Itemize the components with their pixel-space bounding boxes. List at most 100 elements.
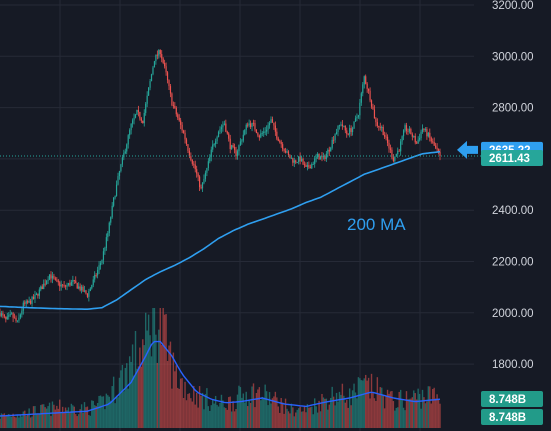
volume-bar [423, 397, 425, 428]
volume-bar [347, 407, 349, 428]
candle-body [9, 314, 11, 316]
volume-bar [104, 409, 106, 428]
volume-bar [60, 412, 62, 428]
candle-body [15, 317, 17, 321]
volume-bar [289, 413, 291, 428]
volume-bar [356, 398, 358, 428]
volume-badge-1-bg [481, 391, 543, 407]
volume-bar [236, 394, 239, 428]
volume-bar [261, 396, 263, 428]
volume-bar [433, 387, 435, 428]
volume-bar [139, 347, 141, 428]
volume-bar [41, 404, 43, 428]
candle-body [107, 233, 109, 238]
candle-body [92, 279, 94, 286]
volume-bar [89, 415, 92, 428]
volume-bar [43, 404, 45, 428]
volume-bar [263, 397, 265, 428]
volume-bar [432, 389, 434, 428]
candle-body [188, 150, 190, 157]
volume-bar [162, 308, 164, 428]
candle-body [213, 144, 215, 145]
candle-body [277, 138, 279, 141]
candle-body [219, 129, 221, 132]
volume-bar [88, 415, 90, 428]
volume-bar [182, 397, 185, 428]
candle-body [30, 300, 32, 304]
moving-average-line [0, 150, 441, 311]
volume-bar [316, 412, 319, 428]
candle-body [376, 122, 378, 126]
ma-annotation-label: 200 MA [347, 215, 406, 234]
volume-bar [246, 406, 249, 428]
volume-bar [318, 400, 320, 428]
volume-bar [241, 397, 243, 428]
volume-bar [86, 406, 89, 428]
candle-body [201, 182, 204, 189]
candle-body [175, 107, 177, 115]
candle-body [405, 125, 408, 132]
candle-body [343, 125, 345, 127]
volume-bar [40, 404, 42, 428]
candle-body [35, 293, 38, 296]
volume-bar [178, 388, 180, 428]
candle-body [255, 129, 258, 134]
candle-body [318, 153, 320, 160]
volume-bar [146, 330, 148, 428]
volume-bar [5, 415, 7, 428]
volume-bar [229, 396, 231, 428]
candle-body [120, 164, 122, 171]
volume-bar [198, 386, 201, 428]
candle-body [337, 125, 339, 132]
volume-bar [334, 405, 336, 428]
volume-bar [397, 407, 399, 428]
volume-bar [179, 378, 182, 428]
volume-bar [297, 408, 300, 428]
volume-bar [219, 402, 221, 428]
candle-body [190, 156, 192, 161]
volume-bar [134, 330, 137, 428]
candle-body [113, 197, 115, 206]
candle-body [136, 109, 138, 115]
candle-body [86, 293, 89, 297]
volume-bar [76, 416, 78, 428]
candle-body [362, 84, 364, 94]
volume-bar [9, 416, 11, 428]
volume-bar [18, 417, 20, 428]
candle-body [293, 160, 295, 163]
volume-bar [332, 396, 335, 428]
candle-body [166, 72, 169, 81]
volume-bar [315, 406, 317, 428]
volume-bar [166, 360, 169, 428]
candle-body [137, 109, 140, 112]
candle-body [161, 54, 163, 59]
candle-body [172, 105, 174, 107]
volume-bar [216, 404, 218, 428]
volume-bar [319, 411, 322, 428]
candle-body [43, 283, 45, 290]
volume-bar [64, 407, 67, 428]
volume-bar [6, 414, 8, 428]
volume-bar [204, 394, 207, 428]
candle-body [150, 74, 153, 82]
candle-body [152, 67, 154, 75]
volume-bar [337, 401, 339, 428]
volume-bar [206, 388, 208, 428]
candle-body [73, 280, 75, 281]
candle-body [72, 280, 74, 282]
grid-lines [0, 0, 474, 431]
volume-bar [124, 367, 126, 428]
candle-body [133, 117, 135, 121]
volume-bar [168, 345, 170, 428]
volume-bar [292, 407, 294, 428]
volume-bar [284, 398, 287, 428]
candle-body [357, 115, 360, 117]
volume-bar [338, 391, 341, 428]
candle-body [225, 123, 227, 132]
volume-bar [420, 408, 422, 428]
candle-body [351, 128, 354, 133]
candle-body [411, 134, 413, 137]
